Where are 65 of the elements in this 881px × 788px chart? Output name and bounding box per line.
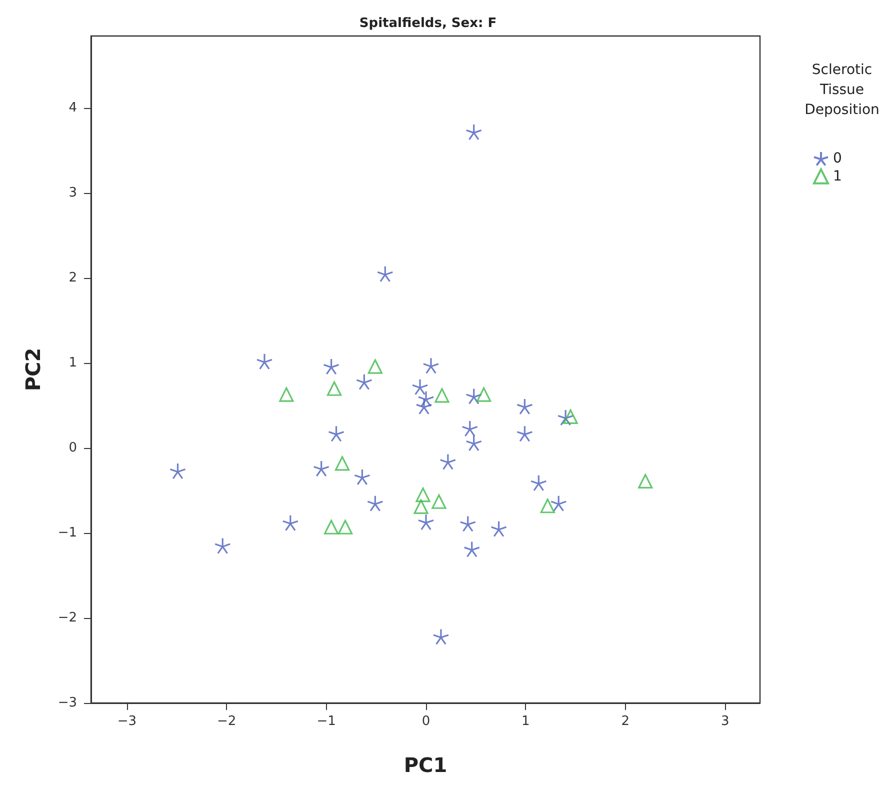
point — [313, 460, 330, 477]
point — [466, 434, 482, 452]
point — [557, 409, 574, 426]
legend-label: 0 — [833, 150, 842, 167]
y-tick-label: −1 — [58, 526, 77, 541]
point — [432, 628, 450, 646]
point — [540, 498, 555, 514]
point — [490, 520, 508, 538]
point — [366, 495, 384, 512]
point — [422, 357, 440, 374]
point — [440, 453, 456, 470]
point — [169, 462, 186, 480]
point — [279, 387, 294, 402]
point — [466, 388, 482, 405]
point — [282, 514, 299, 532]
point — [550, 495, 567, 512]
y-tick-label: 1 — [68, 356, 77, 371]
point — [464, 540, 480, 558]
x-tick-label: −1 — [316, 714, 336, 729]
point — [460, 515, 476, 532]
x-tick-label: 0 — [422, 714, 430, 729]
y-tick-label: 0 — [68, 440, 77, 456]
point — [334, 456, 350, 471]
x-tick-label: 1 — [522, 714, 530, 729]
x-tick-label: 2 — [621, 714, 630, 729]
point — [412, 378, 428, 396]
y-tick-label: 4 — [68, 100, 77, 116]
point — [434, 388, 450, 403]
point — [530, 474, 547, 492]
chart-title: Spitalfields, Sex: F — [359, 16, 497, 31]
point — [638, 474, 653, 489]
y-tick-label: 3 — [68, 186, 77, 201]
point — [516, 398, 534, 415]
point — [466, 124, 482, 140]
point — [418, 390, 434, 408]
y-tick-label: −2 — [58, 610, 77, 626]
point — [214, 538, 231, 554]
point — [476, 387, 492, 402]
x-axis-title: PC1 — [404, 753, 448, 777]
point — [328, 425, 345, 442]
point — [418, 514, 434, 530]
point — [256, 353, 273, 370]
point — [462, 420, 478, 437]
point — [356, 374, 372, 390]
y-axis-title: PC2 — [21, 348, 45, 392]
legend-label: 1 — [833, 168, 842, 184]
point — [354, 468, 370, 486]
y-tick-label: 2 — [68, 270, 77, 286]
point — [326, 381, 342, 396]
point — [416, 398, 432, 415]
point — [322, 358, 340, 375]
x-tick-label: −3 — [117, 714, 136, 729]
point — [563, 409, 578, 424]
x-tick-label: −2 — [217, 714, 236, 729]
y-tick-label: −3 — [58, 696, 77, 710]
point — [516, 425, 534, 442]
point — [414, 499, 428, 514]
point — [368, 359, 382, 374]
point — [338, 520, 353, 534]
legend-title: Sclerotic Tissue Deposition — [804, 62, 880, 118]
point — [376, 266, 394, 282]
point — [416, 488, 430, 502]
x-tick-label: 3 — [720, 714, 730, 729]
point — [432, 494, 446, 509]
point — [324, 520, 339, 534]
